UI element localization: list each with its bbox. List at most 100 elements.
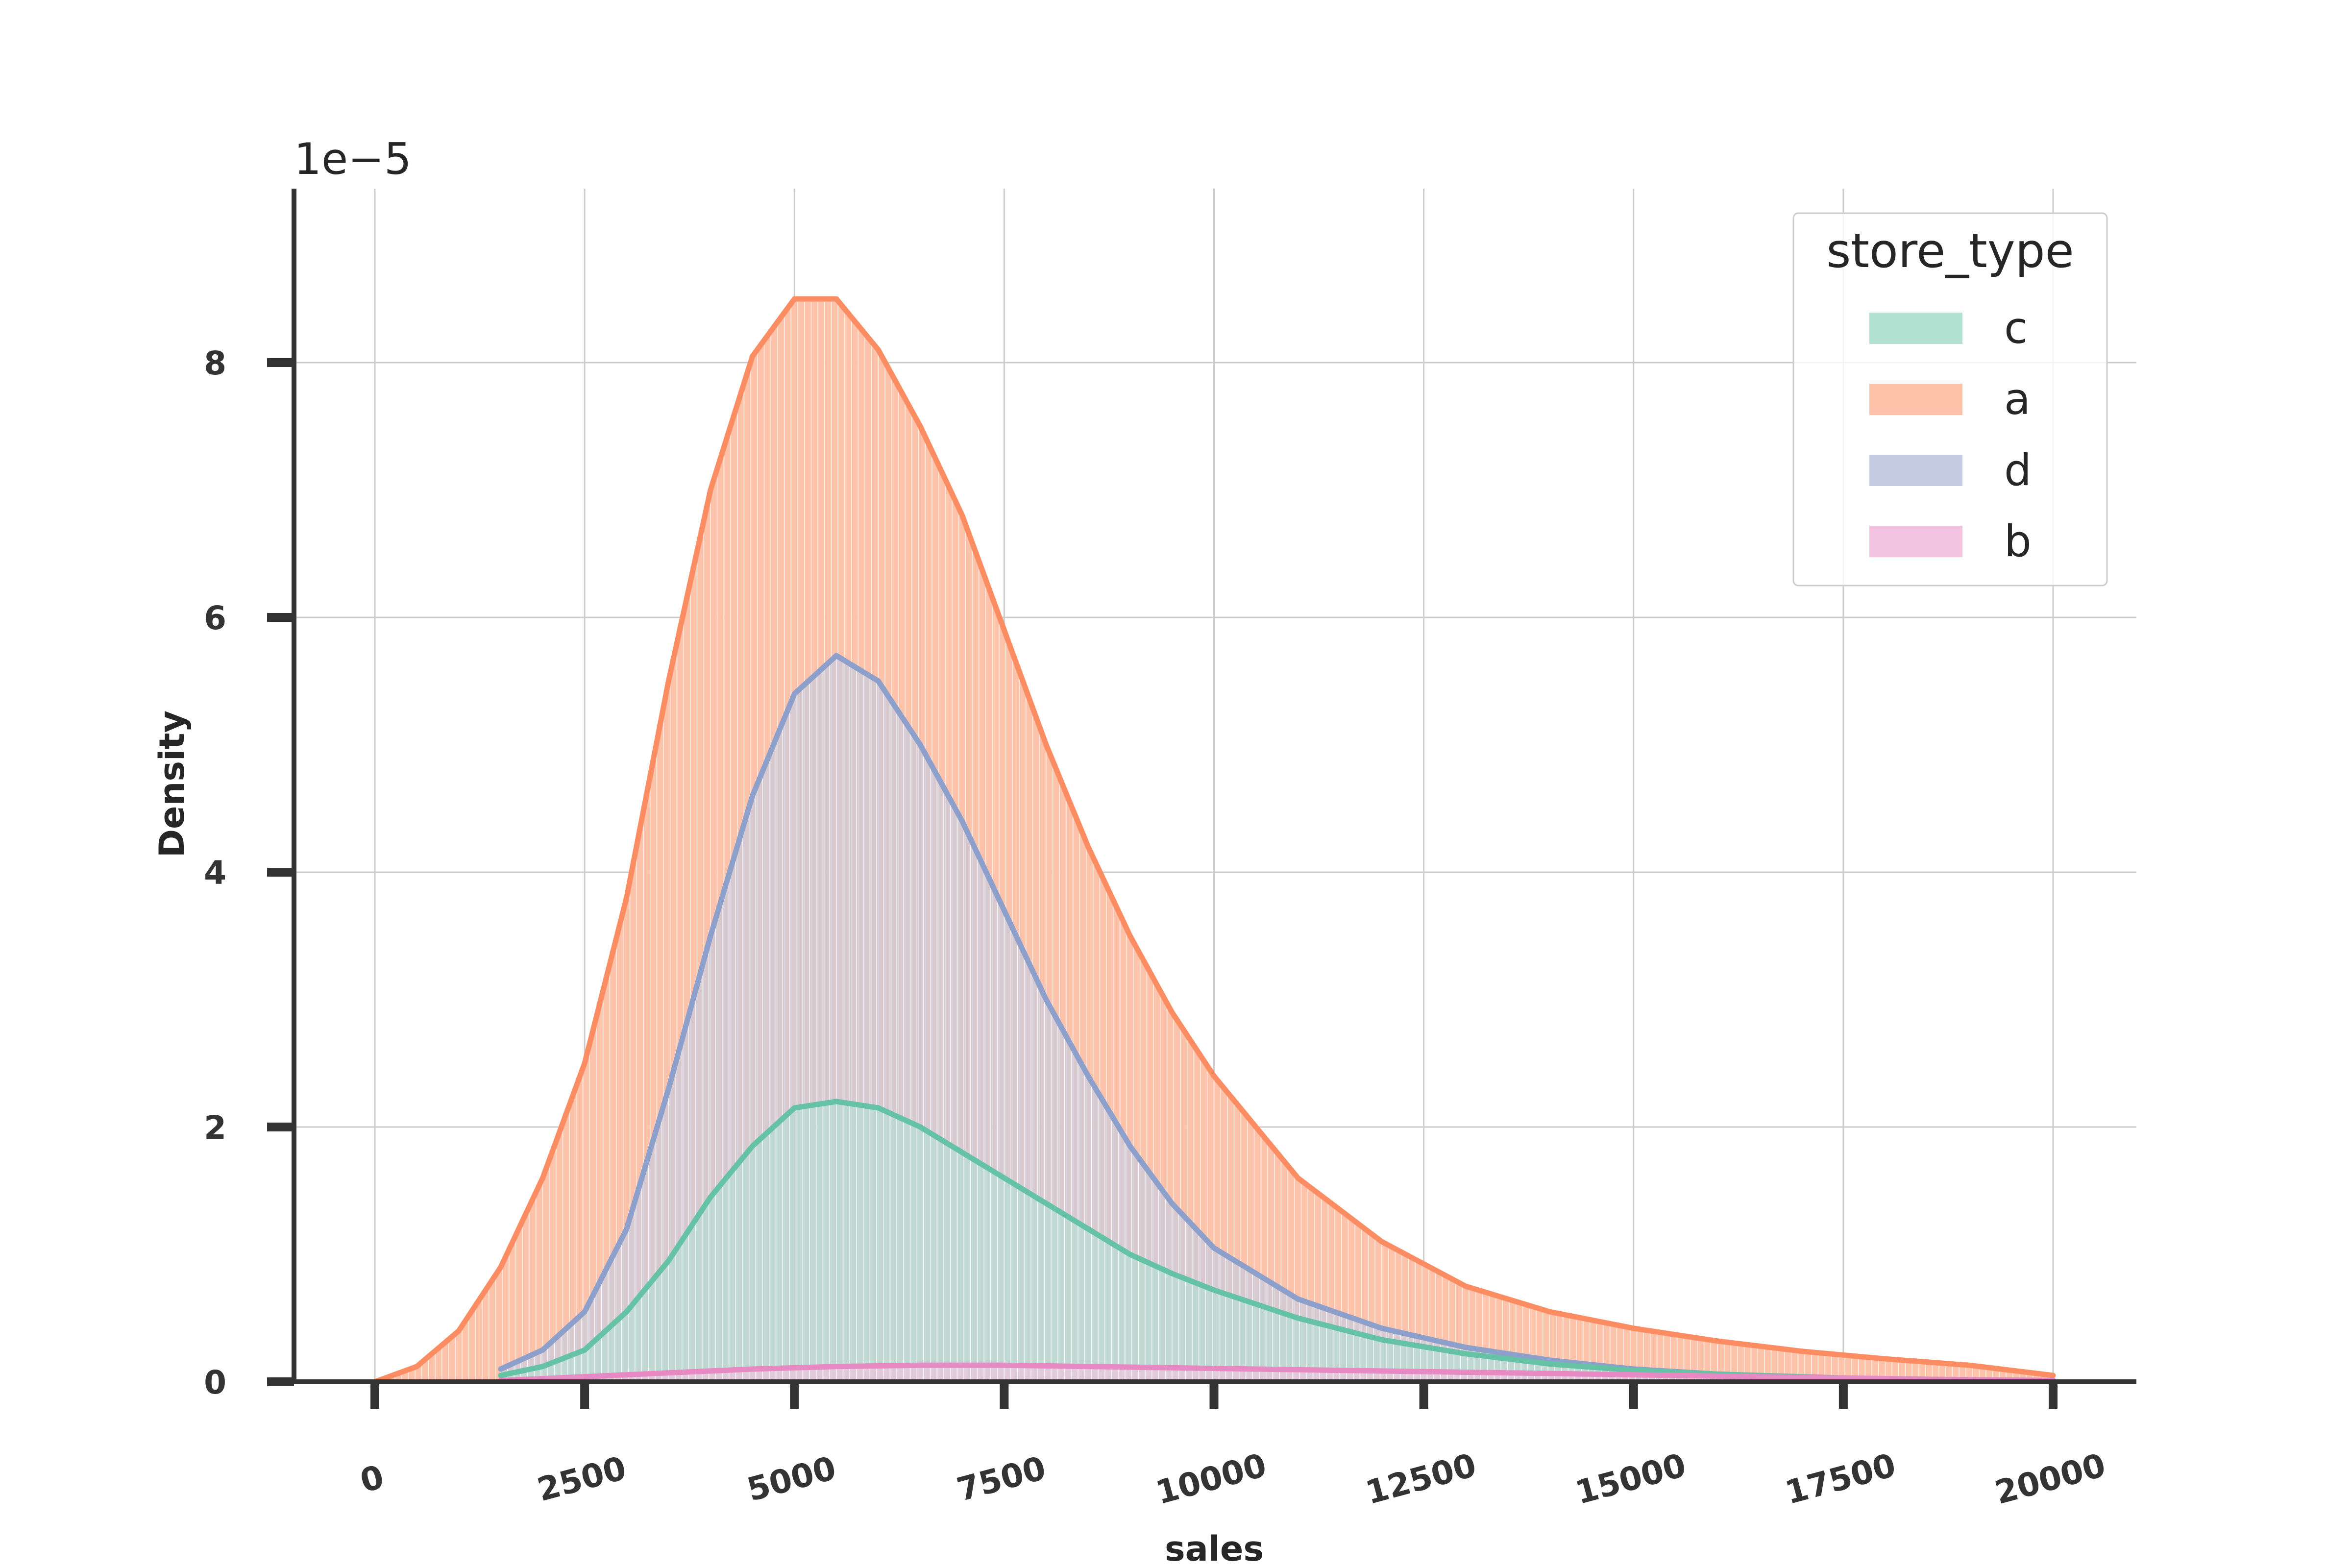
hist-bar (655, 1273, 662, 1382)
hist-bar (862, 1105, 871, 1382)
hist-bar (1057, 1212, 1065, 1382)
hist-bar (869, 1106, 877, 1382)
hist-bar (1071, 1220, 1078, 1382)
hist-bar (782, 1115, 790, 1382)
hist-bar (883, 1111, 891, 1382)
hist-bar (1010, 1183, 1018, 1382)
kde-line-c (498, 1099, 2056, 1383)
kde-curves (372, 296, 2056, 1385)
hist-bar (849, 1103, 857, 1382)
y-tick-label-3: 6 (204, 599, 226, 637)
axes (267, 189, 2136, 1409)
hist-bar (661, 1264, 669, 1382)
hist-bar (795, 1106, 804, 1382)
hist-bar (1138, 1259, 1146, 1382)
hist-bar (809, 1104, 817, 1382)
hist-bar (1125, 1253, 1132, 1382)
hist-bar (441, 1342, 449, 1382)
hist-bar (475, 1299, 483, 1382)
hist-bar (688, 1225, 696, 1382)
legend-label-d: d (2004, 445, 2032, 495)
hist-bar (829, 1102, 837, 1382)
hist-bar (1024, 1192, 1031, 1382)
hist-bar (842, 1102, 851, 1382)
kde-line-a (372, 296, 2056, 1385)
hist-bar (1131, 1256, 1139, 1382)
hist-bar (1017, 1188, 1025, 1382)
hist-bar (775, 1121, 784, 1382)
legend-swatch-c (1869, 313, 1962, 344)
hist-bar (641, 1289, 649, 1382)
hist-bar (909, 1124, 918, 1382)
hist-bar (970, 1159, 978, 1382)
hist-bar (495, 1269, 503, 1382)
hist-bar (983, 1167, 991, 1382)
hist-bar (1152, 1265, 1159, 1382)
hist-bar (762, 1133, 770, 1382)
hist-bar (455, 1330, 463, 1382)
hist-bar (675, 1245, 683, 1382)
hist-bar (1091, 1232, 1099, 1382)
hist-bar (648, 1280, 656, 1382)
hist-bar (1004, 1179, 1011, 1382)
hist-bar (668, 1255, 676, 1382)
x-axis-label: sales (1165, 1529, 1264, 1568)
hist-bar (1037, 1200, 1045, 1382)
hist-bar (916, 1127, 924, 1382)
hist-bar (822, 1102, 830, 1382)
hist-bar (735, 1162, 743, 1382)
y-axis-label: Density (152, 710, 192, 858)
hist-bar (963, 1155, 971, 1382)
legend-swatch-d (1869, 455, 1962, 486)
legend-label-b: b (2004, 516, 2032, 566)
hist-bar (1098, 1236, 1105, 1382)
hist-bar (1118, 1249, 1126, 1382)
hist-bar (889, 1114, 897, 1382)
hist-bar (923, 1130, 931, 1382)
legend-label-a: a (2004, 374, 2031, 424)
hist-bar (1044, 1204, 1052, 1382)
hist-bar (749, 1146, 757, 1382)
hist-bar (489, 1279, 496, 1382)
hist-bar (1084, 1228, 1092, 1382)
hist-bar (802, 1105, 810, 1382)
hist-bar (816, 1103, 824, 1382)
hist-bar (1051, 1208, 1058, 1382)
hist-bar (936, 1139, 944, 1382)
hist-bar (448, 1336, 456, 1382)
hist-bar (1158, 1268, 1166, 1382)
hist-bar (628, 1305, 636, 1382)
hist-bar (1145, 1262, 1152, 1382)
hist-bar (462, 1320, 469, 1382)
hist-bar (896, 1117, 904, 1382)
hist-bar (621, 1313, 629, 1382)
hist-bar (728, 1170, 736, 1382)
hist-bar (722, 1178, 730, 1382)
hist-bar (997, 1176, 1005, 1382)
y-tick-label-2: 4 (204, 854, 226, 892)
hist-bar (635, 1297, 642, 1382)
hist-bar (789, 1109, 797, 1382)
y-tick-label-0: 0 (204, 1364, 226, 1401)
hist-bar (956, 1151, 964, 1382)
hist-bar (708, 1195, 716, 1382)
hist-bar (977, 1163, 985, 1382)
legend-swatch-b (1869, 526, 1962, 557)
y-tick-label-4: 8 (204, 344, 226, 382)
y-tick-label-1: 2 (204, 1109, 226, 1147)
hist-bar (742, 1153, 750, 1382)
hist-bar (990, 1171, 998, 1382)
hist-bar (695, 1214, 703, 1382)
hist-bar (903, 1120, 911, 1382)
hist-bar (468, 1310, 476, 1382)
legend-label-c: c (2004, 303, 2028, 353)
hist-bar (482, 1290, 490, 1382)
hist-bar (682, 1235, 689, 1382)
hist-bar (1064, 1216, 1072, 1382)
hist-bar (1104, 1241, 1112, 1382)
kde-line-b (498, 1362, 2056, 1383)
hist-bar (1078, 1224, 1085, 1382)
hist-bar (950, 1147, 958, 1382)
